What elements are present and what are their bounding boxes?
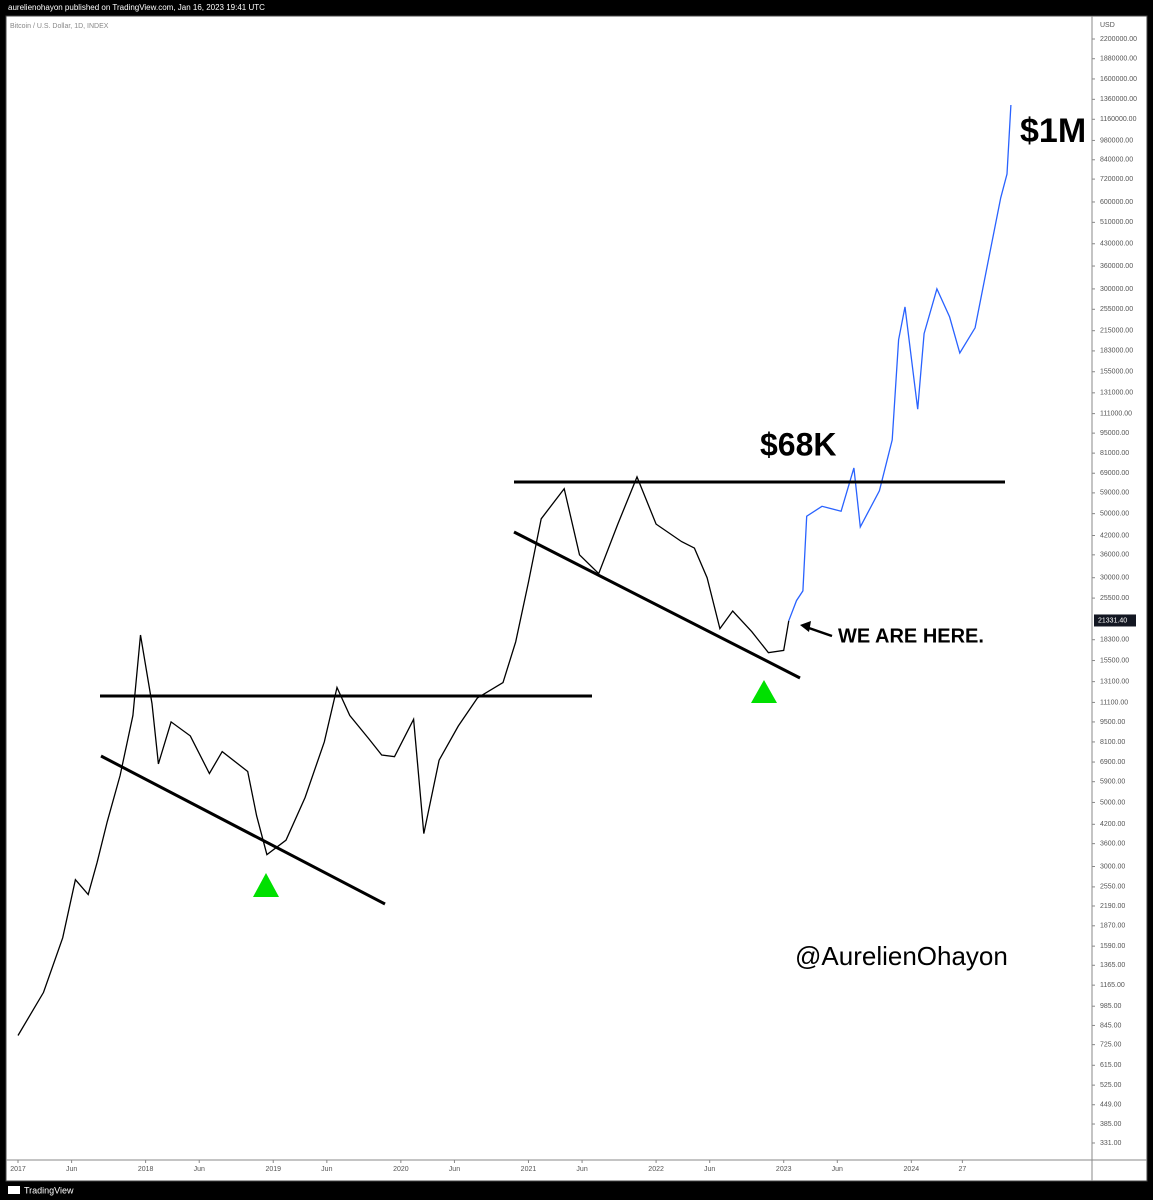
y-tick-label: 525.00: [1100, 1082, 1122, 1089]
y-tick-label: 42000.00: [1100, 532, 1129, 539]
y-tick-label: 155000.00: [1100, 369, 1133, 376]
drawings: [100, 480, 1005, 906]
x-tick-label: Jun: [449, 1166, 460, 1173]
y-tick-label: 5900.00: [1100, 779, 1125, 786]
x-tick-label: 2017: [10, 1166, 26, 1173]
x-tick-label: 2021: [521, 1166, 537, 1173]
y-tick-label: 840000.00: [1100, 157, 1133, 164]
x-tick-label: 2019: [265, 1166, 281, 1173]
y-tick-label: 9500.00: [1100, 719, 1125, 726]
y-tick-label: 30000.00: [1100, 575, 1129, 582]
y-tick-label: 360000.00: [1100, 263, 1133, 270]
y-tick-label: 980000.00: [1100, 137, 1133, 144]
y-tick-label: 300000.00: [1100, 286, 1133, 293]
arrow: [805, 625, 833, 638]
unit: USD: [1100, 22, 1115, 29]
trend-line: [100, 754, 386, 906]
y-tick-label: 1600000.00: [1100, 76, 1137, 83]
annotation: $1M: [1020, 112, 1086, 150]
x-tick-label: Jun: [194, 1166, 205, 1173]
y-tick-label: 615.00: [1100, 1062, 1122, 1069]
last-price-label: 21331.40: [1098, 617, 1127, 624]
y-tick-label: 81000.00: [1100, 450, 1129, 457]
y-tick-label: 50000.00: [1100, 510, 1129, 517]
y-tick-label: 13100.00: [1100, 678, 1129, 685]
y-tick-label: 2550.00: [1100, 884, 1125, 891]
y-tick-label: 725.00: [1100, 1041, 1122, 1048]
y-tick-label: 331.00: [1100, 1140, 1122, 1147]
x-tick-label: 2022: [648, 1166, 664, 1173]
y-tick-label: 985.00: [1100, 1003, 1122, 1010]
last-price-box: [1094, 614, 1136, 627]
y-tick-label: 1880000.00: [1100, 56, 1137, 63]
y-tick-label: 449.00: [1100, 1102, 1122, 1109]
y-tick-label: 6900.00: [1100, 759, 1125, 766]
annotation: @AurelienOhayon: [795, 941, 1008, 971]
x-tick-label: Jun: [832, 1166, 843, 1173]
price-line: [788, 104, 1012, 621]
brand: TradingView: [24, 1185, 74, 1195]
y-tick-label: 59000.00: [1100, 490, 1129, 497]
x-tick-label: Jun: [321, 1166, 332, 1173]
x-tick-label: 2020: [393, 1166, 409, 1173]
y-tick-label: 1870.00: [1100, 923, 1125, 930]
x-tick-label: 27: [958, 1166, 966, 1173]
y-tick-label: 11100.00: [1100, 699, 1128, 706]
y-tick-label: 25500.00: [1100, 595, 1129, 602]
chart-frame: [5, 15, 1148, 1182]
y-tick-label: 131000.00: [1100, 390, 1133, 397]
symbol: Bitcoin / U.S. Dollar, 1D, INDEX: [10, 23, 109, 30]
y-tick-label: 1360000.00: [1100, 96, 1137, 103]
triangle: [751, 680, 777, 703]
y-tick-label: 1165.00: [1100, 982, 1125, 989]
x-tick-label: Jun: [66, 1166, 77, 1173]
annotation: $68K: [760, 426, 837, 462]
y-tick-label: 5000.00: [1100, 799, 1125, 806]
y-tick-label: 385.00: [1100, 1121, 1122, 1128]
y-tick-label: 720000.00: [1100, 176, 1133, 183]
trend-line: [513, 530, 801, 680]
x-tick-label: Jun: [576, 1166, 587, 1173]
y-tick-label: 3000.00: [1100, 863, 1125, 870]
tv-logo: [8, 1186, 20, 1194]
x-tick-label: 2018: [138, 1166, 154, 1173]
y-tick-label: 95000.00: [1100, 430, 1129, 437]
y-tick-label: 15500.00: [1100, 657, 1129, 664]
y-tick-label: 69000.00: [1100, 470, 1129, 477]
arrow-head: [800, 621, 811, 632]
y-tick-label: 600000.00: [1100, 199, 1133, 206]
plot: [17, 104, 1012, 1036]
y-tick-label: 430000.00: [1100, 241, 1133, 248]
y-tick-label: 183000.00: [1100, 348, 1133, 355]
y-tick-label: 3600.00: [1100, 840, 1125, 847]
y-tick-label: 36000.00: [1100, 552, 1129, 559]
y-tick-label: 2200000.00: [1100, 36, 1137, 43]
y-tick-label: 1160000.00: [1100, 116, 1137, 123]
y-tick-label: 4200.00: [1100, 821, 1125, 828]
y-tick-label: 215000.00: [1100, 328, 1133, 335]
x-tick-label: Jun: [704, 1166, 715, 1173]
triangle: [253, 873, 279, 897]
y-tick-label: 8100.00: [1100, 739, 1125, 746]
y-tick-label: 1590.00: [1100, 943, 1125, 950]
price-line: [17, 475, 790, 1036]
y-tick-label: 1365.00: [1100, 962, 1125, 969]
y-tick-label: 111000.00: [1100, 410, 1132, 417]
x-tick-label: 2024: [904, 1166, 920, 1173]
y-tick-label: 18300.00: [1100, 637, 1129, 644]
y-tick-label: 2190.00: [1100, 903, 1125, 910]
y-tick-label: 255000.00: [1100, 306, 1133, 313]
x-tick-label: 2023: [776, 1166, 792, 1173]
publisher: aurelienohayon published on TradingView.…: [8, 3, 265, 12]
y-tick-label: 510000.00: [1100, 219, 1133, 226]
y-tick-label: 845.00: [1100, 1022, 1122, 1029]
annotation: WE ARE HERE.: [838, 625, 984, 647]
